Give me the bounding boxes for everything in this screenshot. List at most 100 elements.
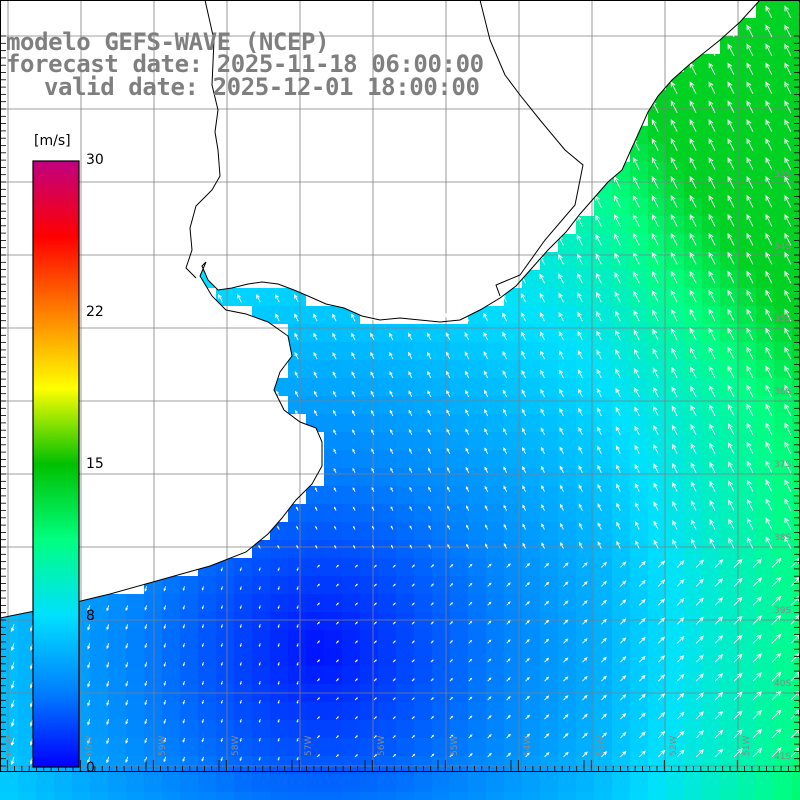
wind-arrow — [220, 567, 223, 572]
speed-cell — [792, 216, 800, 234]
wind-arrow — [409, 505, 413, 511]
wind-arrow — [487, 658, 492, 663]
speed-cell — [720, 630, 738, 648]
speed-cell — [378, 486, 396, 504]
wind-arrow — [765, 62, 773, 76]
wind-arrow — [540, 388, 545, 398]
wind-arrow — [296, 643, 299, 648]
speed-cell — [774, 630, 792, 648]
wind-arrow — [714, 729, 724, 739]
wind-arrow — [389, 351, 394, 360]
wind-arrow — [239, 699, 242, 704]
wind-arrow — [525, 657, 530, 663]
speed-cell — [630, 450, 648, 468]
wind-arrow — [670, 100, 678, 113]
speed-cell — [522, 306, 540, 324]
speed-cell — [648, 648, 666, 666]
speed-cell — [630, 252, 648, 270]
wind-arrow — [595, 253, 602, 265]
wind-arrow — [294, 351, 299, 360]
wind-arrow — [784, 308, 792, 322]
wind-arrow — [521, 350, 526, 360]
speed-cell — [576, 738, 594, 756]
wind-arrow — [541, 504, 545, 511]
wind-arrow — [676, 749, 685, 758]
speed-cell — [756, 504, 774, 522]
speed-cell — [180, 774, 198, 792]
wind-arrow — [601, 599, 607, 606]
wind-arrow — [521, 408, 526, 417]
wind-arrow — [752, 634, 763, 644]
wind-arrow — [447, 524, 451, 530]
speed-cell — [288, 576, 306, 594]
speed-cell — [378, 612, 396, 630]
speed-cell — [378, 468, 396, 486]
speed-cell — [630, 378, 648, 396]
wind-arrow — [582, 600, 588, 606]
speed-cell — [576, 720, 594, 738]
speed-cell — [504, 306, 522, 324]
wind-arrow — [540, 408, 545, 417]
speed-cell — [216, 774, 234, 792]
wind-arrow — [601, 656, 607, 663]
speed-cell — [342, 774, 360, 792]
speed-cell — [702, 738, 720, 756]
speed-cell — [252, 576, 270, 594]
speed-cell — [216, 288, 234, 306]
speed-cell — [18, 666, 36, 684]
wind-arrow — [784, 251, 792, 265]
speed-cell — [612, 792, 630, 800]
speed-cell — [324, 792, 342, 800]
speed-cell — [648, 270, 666, 288]
wind-arrow — [354, 678, 358, 682]
wind-arrow — [652, 348, 659, 360]
wind-arrow — [563, 695, 569, 701]
wind-arrow — [691, 538, 697, 549]
speed-cell — [720, 648, 738, 666]
wind-arrow — [316, 583, 321, 587]
speed-cell — [504, 648, 522, 666]
speed-cell — [432, 720, 450, 738]
speed-cell — [288, 342, 306, 360]
wind-arrow — [690, 404, 697, 417]
wind-arrow — [144, 662, 148, 668]
wind-arrow — [258, 624, 261, 629]
wind-arrow — [316, 735, 321, 739]
speed-cell — [792, 90, 800, 108]
wind-arrow — [10, 737, 15, 747]
speed-cell — [702, 630, 720, 648]
speed-cell — [756, 108, 774, 126]
wind-arrow — [614, 291, 621, 303]
speed-cell — [558, 378, 576, 396]
speed-cell — [684, 522, 702, 540]
speed-cell — [108, 756, 126, 774]
wind-arrow — [430, 583, 434, 587]
speed-cell — [450, 396, 468, 414]
speed-cell — [666, 432, 684, 450]
wind-arrow — [539, 312, 545, 322]
wind-arrow — [559, 388, 564, 398]
lon-label: 54W — [523, 736, 533, 756]
wind-arrow — [502, 312, 508, 322]
speed-cell — [540, 324, 558, 342]
speed-cell — [378, 630, 396, 648]
wind-arrow — [392, 678, 396, 682]
wind-arrow — [559, 446, 564, 454]
wind-arrow — [619, 675, 627, 682]
speed-cell — [504, 486, 522, 504]
speed-cell — [702, 288, 720, 306]
wind-arrow — [784, 157, 792, 170]
wind-arrow — [619, 694, 627, 701]
wind-arrow — [239, 605, 242, 610]
speed-cell — [414, 666, 432, 684]
speed-cell — [738, 198, 756, 216]
speed-cell — [324, 396, 342, 414]
speed-cell — [648, 306, 666, 324]
lat-label: 34S — [774, 242, 791, 252]
speed-cell — [648, 288, 666, 306]
speed-cell — [162, 648, 180, 666]
speed-cell — [630, 648, 648, 666]
wind-arrow — [258, 718, 261, 723]
speed-cell — [792, 342, 800, 360]
speed-cell — [684, 180, 702, 198]
